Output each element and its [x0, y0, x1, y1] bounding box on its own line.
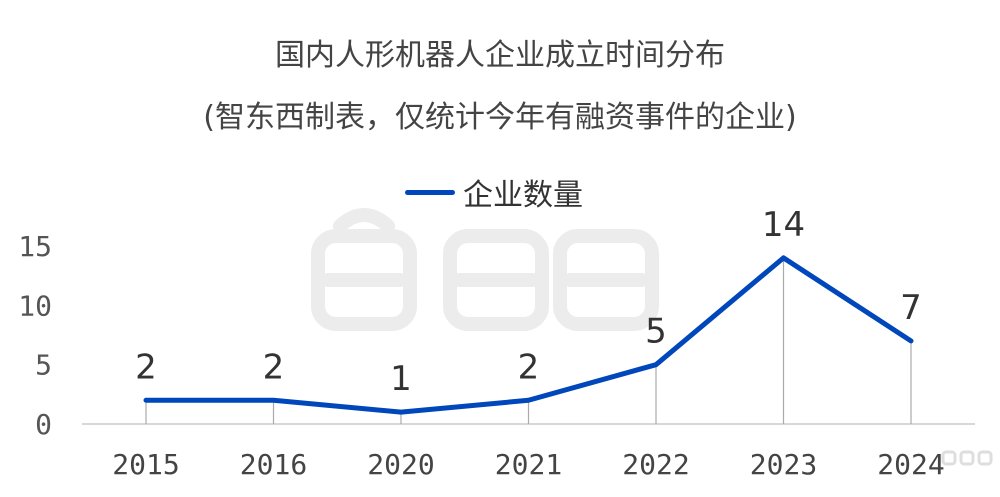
data-point [654, 362, 658, 367]
watermark-glyph-shape [443, 229, 549, 331]
data-label: 2 [263, 347, 285, 387]
chart-title: 国内人形机器人企业成立时间分布 [275, 38, 725, 73]
data-point [526, 398, 531, 403]
watermark-signal-arc [333, 208, 395, 233]
chart-subtitle: (智东西制表，仅统计今年有融资事件的企业) [203, 100, 797, 135]
x-tick-label: 2021 [495, 448, 562, 481]
x-tick-label: 2023 [750, 448, 817, 481]
data-point [781, 255, 786, 260]
corner-watermark-glyph-shape [959, 450, 975, 466]
legend-label: 企业数量 [463, 178, 583, 213]
data-label: 7 [900, 288, 922, 328]
legend-swatch [405, 189, 455, 195]
data-label: 5 [645, 312, 667, 352]
data-label: 1 [390, 359, 412, 399]
corner-watermark-glyph-shape [977, 450, 993, 466]
x-tick-label: 2024 [877, 448, 944, 481]
legend: 企业数量 [405, 170, 583, 214]
watermark-logo [311, 208, 659, 331]
data-point [271, 398, 276, 403]
y-tick-label: 15 [18, 230, 52, 263]
x-tick-label: 2020 [367, 448, 434, 481]
y-tick-label: 5 [35, 349, 52, 382]
x-tick-label: 2022 [622, 448, 689, 481]
data-point [144, 398, 148, 403]
corner-watermark-logo [941, 450, 993, 466]
data-label: 2 [518, 347, 540, 387]
data-point [909, 338, 913, 343]
x-tick-label: 2015 [112, 448, 179, 481]
corner-watermark-glyph-shape [941, 450, 957, 466]
y-tick-label: 0 [35, 408, 52, 441]
y-tick-label: 10 [18, 289, 52, 322]
data-point [399, 410, 403, 415]
data-label: 2 [135, 347, 157, 387]
watermark-glyph-shape [311, 229, 417, 331]
x-tick-label: 2016 [240, 448, 307, 481]
data-label: 14 [762, 205, 805, 245]
watermark-glyph-shape [553, 229, 659, 331]
